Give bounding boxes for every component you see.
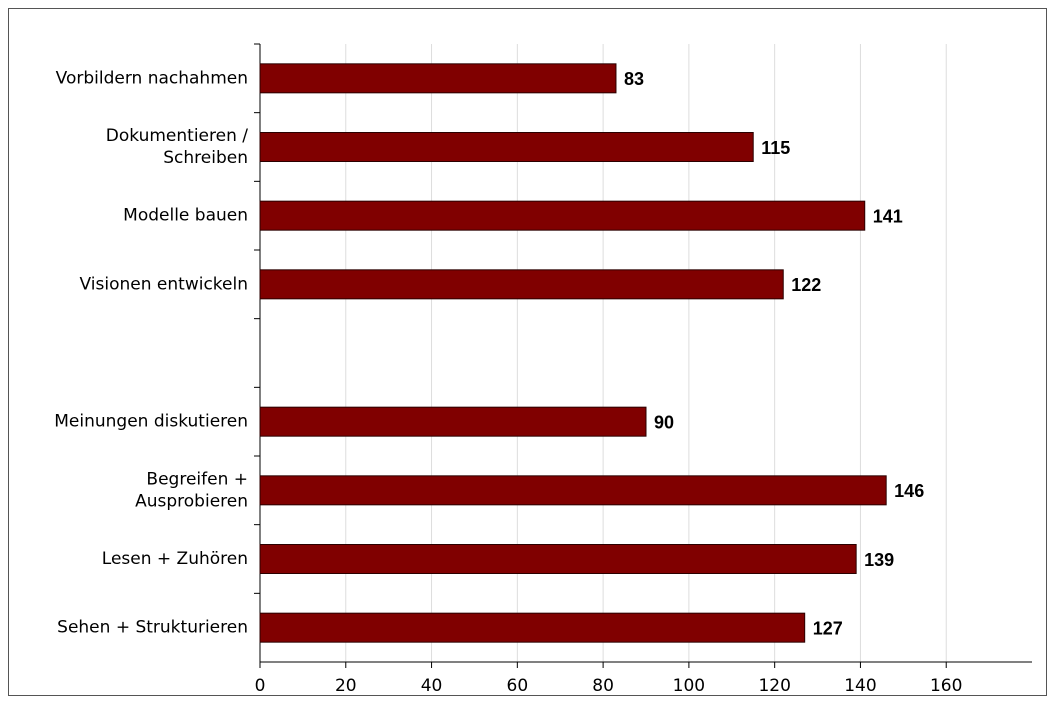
- x-tick-label: 40: [421, 676, 443, 696]
- y-tick-label: Dokumentieren / Schreiben: [106, 126, 248, 168]
- x-tick-label: 0: [255, 676, 266, 696]
- frame: [8, 8, 1047, 696]
- x-tick-label: 80: [592, 676, 614, 696]
- y-tick-label: Lesen + Zuhören: [102, 549, 248, 569]
- bar: [259, 406, 647, 437]
- value-label: 90: [654, 412, 674, 432]
- value-label: 139: [864, 550, 894, 570]
- x-tick-label: 120: [758, 676, 790, 696]
- x-tick-label: 20: [335, 676, 357, 696]
- x-tick-label: 160: [930, 676, 962, 696]
- y-tick-label: Visionen entwickeln: [80, 274, 248, 294]
- y-tick-label: Vorbildern nachahmen: [56, 68, 248, 88]
- y-tick-label: Meinungen diskutieren: [54, 412, 248, 432]
- bar: [259, 63, 617, 94]
- value-label: 146: [894, 481, 924, 501]
- bar: [259, 544, 857, 574]
- value-label: 122: [791, 275, 821, 295]
- bar: [259, 132, 754, 162]
- value-label: 115: [761, 138, 790, 158]
- bar: [259, 269, 784, 300]
- y-tick-label: Begreifen + Ausprobieren: [135, 469, 248, 511]
- value-label: 141: [873, 206, 903, 226]
- bar: [259, 200, 866, 231]
- x-tick-label: 60: [507, 676, 529, 696]
- y-tick-label: Sehen + Strukturieren: [57, 618, 248, 638]
- value-label: 127: [813, 618, 843, 638]
- value-label: 83: [624, 69, 644, 89]
- bar: [259, 612, 806, 643]
- x-tick-label: 100: [673, 676, 705, 696]
- bar: [259, 475, 887, 506]
- x-tick-label: 140: [844, 676, 876, 696]
- y-tick-label: Modelle bauen: [123, 206, 248, 226]
